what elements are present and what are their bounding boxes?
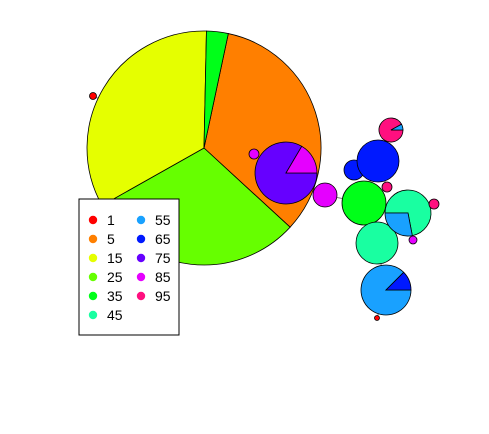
pie-node-pink-s: [381, 181, 393, 193]
legend-marker: [136, 234, 146, 244]
pie-slice-45: [355, 221, 399, 265]
legend-label: 65: [155, 231, 171, 247]
legend-label: 25: [107, 269, 123, 285]
legend-marker: [88, 234, 98, 244]
legend-marker: [88, 215, 98, 225]
legend-entry: 45: [88, 307, 123, 323]
pie-slice-1: [374, 315, 380, 321]
legend-marker: [136, 253, 146, 263]
legend-entry: 35: [88, 288, 123, 304]
pie-slice-65: [385, 271, 412, 291]
legend-entry: 15: [88, 250, 123, 266]
pie-slice-95: [428, 198, 440, 210]
pie-node-teal-b: [355, 221, 399, 265]
legend-marker: [88, 310, 98, 320]
pie-slice-85: [248, 148, 260, 160]
legend-marker: [136, 272, 146, 282]
legend-label: 1: [107, 212, 115, 228]
legend-label: 55: [155, 212, 171, 228]
pie-node-red-l: [89, 92, 97, 100]
legend-label: 45: [107, 307, 123, 323]
pie-slice-85: [408, 235, 418, 245]
legend-marker: [88, 291, 98, 301]
pie-node-purple: [254, 141, 318, 205]
pie-node-mag-t: [248, 148, 260, 160]
pie-slice-95: [381, 181, 393, 193]
legend-marker: [136, 215, 146, 225]
legend-marker: [136, 291, 146, 301]
pie-slice-55: [384, 212, 413, 237]
pie-node-teal-r: [384, 189, 432, 237]
pie-slice-15: [86, 30, 207, 206]
pie-node-pink-r: [428, 198, 440, 210]
legend-entry: 5: [88, 231, 115, 247]
pie-node-mag-s: [408, 235, 418, 245]
legend-label: 95: [155, 288, 171, 304]
legend-entry: 65: [136, 231, 171, 247]
legend-marker: [88, 253, 98, 263]
pie-node-blue-b: [360, 264, 412, 316]
pie-slice-85: [312, 182, 338, 208]
pie-node-green-r: [341, 180, 387, 226]
pie-slice-85: [285, 145, 318, 174]
pie-slice-55: [390, 123, 404, 131]
pie-node-pink-t: [378, 117, 404, 143]
legend-entry: 55: [136, 212, 171, 228]
legend-label: 75: [155, 250, 171, 266]
pie-node-red-b: [374, 315, 380, 321]
pie-node-mag-m: [312, 182, 338, 208]
pie-nodes: [86, 30, 440, 321]
pie-node-blue-t: [356, 139, 400, 183]
legend-label: 5: [107, 231, 115, 247]
legend-entry: 95: [136, 288, 171, 304]
pie-slice-65: [356, 139, 400, 183]
pie-slice-35: [203, 30, 229, 149]
pie-slice-35: [341, 180, 387, 226]
pie-slice-1: [89, 92, 97, 100]
legend-label: 35: [107, 288, 123, 304]
legend-label: 15: [107, 250, 123, 266]
legend-label: 85: [155, 269, 171, 285]
legend-entry: 1: [88, 212, 115, 228]
legend-entry: 85: [136, 269, 171, 285]
legend-marker: [88, 272, 98, 282]
legend-entry: 25: [88, 269, 123, 285]
legend-entry: 75: [136, 250, 171, 266]
